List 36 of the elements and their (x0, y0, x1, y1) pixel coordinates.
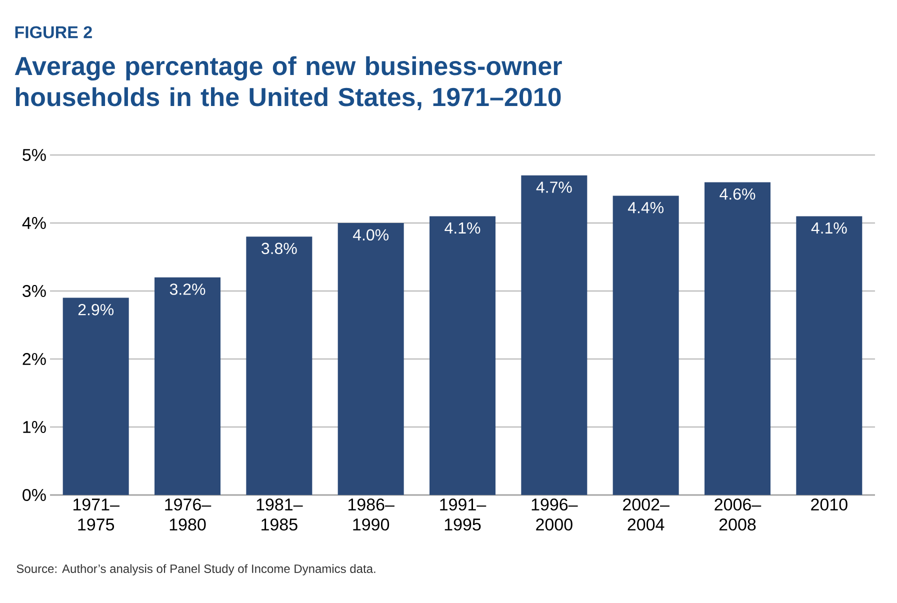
data-label: 4.0% (352, 229, 388, 241)
x-tick-label: 2006– 2008 (714, 498, 762, 531)
y-tick-label: 4% (22, 217, 46, 229)
y-tick-label: 0% (22, 488, 46, 502)
x-tick-label: 1976– 1980 (165, 498, 212, 531)
data-label: 4.6% (720, 188, 756, 200)
bar (612, 196, 679, 495)
x-tick-label: 1986– 1990 (348, 498, 394, 531)
source-note: Source: Author’s analysis of Panel Study of Income Dynamics data. (16, 564, 376, 576)
y-tick-label: 3% (22, 284, 46, 298)
x-tick-label: 1981– 1985 (256, 498, 303, 531)
y-tick-label: 1% (23, 421, 46, 433)
bar (430, 216, 496, 495)
x-tick-label: 1996– 2000 (532, 498, 578, 531)
bar (704, 182, 770, 495)
x-tick-label: 1971– 1975 (74, 498, 120, 531)
data-label: 3.8% (262, 242, 297, 254)
chart-title: Average percentage of new business-owner households in the United States, 1971–2010 (14, 56, 562, 110)
data-label: 4.1% (444, 222, 480, 234)
chart-subtitle: FIGURE 2 (15, 26, 92, 38)
bar (338, 223, 404, 495)
y-tick-label: 5% (22, 149, 46, 161)
bar (796, 216, 862, 495)
x-tick-label: 1991– 1995 (440, 498, 486, 531)
bar (521, 175, 588, 495)
data-label: 4.1% (811, 222, 847, 234)
x-tick-label: 2010 (811, 498, 848, 511)
data-label: 4.7% (536, 182, 572, 193)
y-tick-label: 2% (22, 353, 46, 365)
bar (246, 236, 312, 495)
data-label: 2.9% (78, 304, 114, 316)
data-label: 4.4% (628, 202, 664, 214)
bar (62, 298, 129, 495)
bar (154, 277, 221, 495)
x-tick-label: 2002– 2004 (623, 498, 670, 531)
data-label: 3.2% (170, 284, 206, 295)
